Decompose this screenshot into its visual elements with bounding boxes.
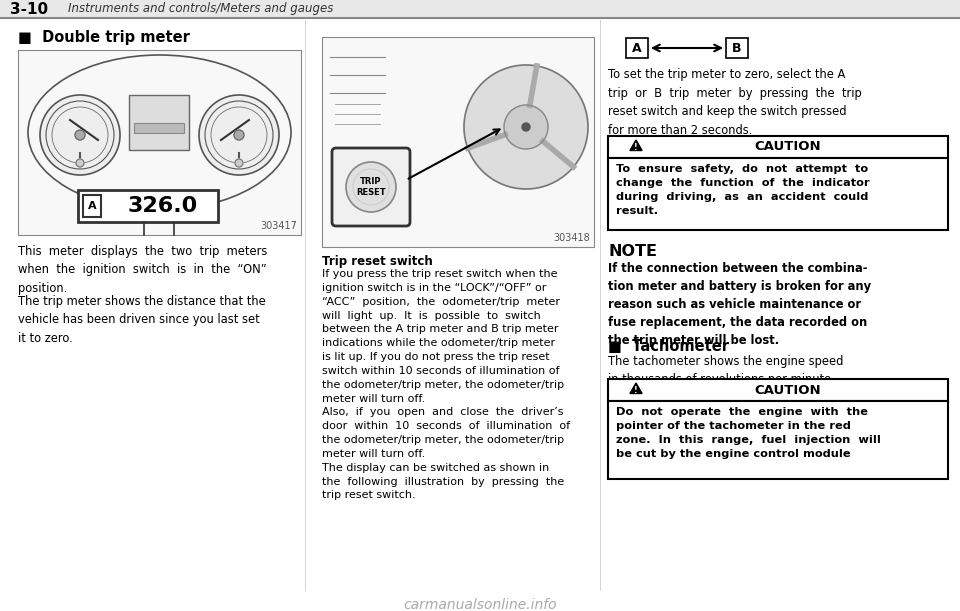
Circle shape: [522, 123, 530, 131]
Text: NOTE: NOTE: [608, 244, 657, 259]
Text: CAUTION: CAUTION: [755, 384, 822, 397]
Circle shape: [346, 162, 396, 212]
Bar: [608, 158, 948, 230]
Text: 326.0: 326.0: [128, 196, 198, 216]
Bar: [134, 123, 184, 133]
Circle shape: [504, 105, 548, 149]
Bar: [83, 195, 101, 217]
Text: To  ensure  safety,  do  not  attempt  to
change  the  function  of  the  indica: To ensure safety, do not attempt to chan…: [616, 164, 870, 216]
Text: A: A: [87, 201, 96, 211]
Text: If the connection between the combina-
tion meter and battery is broken for any
: If the connection between the combina- t…: [608, 262, 871, 347]
Bar: [608, 379, 948, 401]
Circle shape: [235, 159, 243, 167]
Text: TRIP
RESET: TRIP RESET: [356, 177, 386, 197]
Bar: [608, 401, 948, 479]
Circle shape: [40, 95, 120, 175]
FancyBboxPatch shape: [332, 148, 410, 226]
Text: This  meter  displays  the  two  trip  meters
when  the  ignition  switch  is  i: This meter displays the two trip meters …: [18, 245, 268, 295]
Bar: [0, 0, 960, 18]
Bar: [322, 37, 594, 247]
Text: Instruments and controls/Meters and gauges: Instruments and controls/Meters and gaug…: [68, 2, 333, 15]
Text: If you press the trip reset switch when the
ignition switch is in the “LOCK”/“OF: If you press the trip reset switch when …: [322, 269, 570, 500]
Bar: [78, 190, 218, 222]
Polygon shape: [630, 140, 642, 150]
Text: 303417: 303417: [260, 221, 297, 231]
Circle shape: [464, 65, 588, 189]
Text: The tachometer shows the engine speed
in thousands of revolutions per minute.: The tachometer shows the engine speed in…: [608, 355, 844, 387]
Circle shape: [76, 159, 84, 167]
Text: CAUTION: CAUTION: [755, 141, 822, 153]
Text: Trip reset switch: Trip reset switch: [322, 255, 433, 268]
Text: A: A: [633, 42, 642, 54]
Text: Do  not  operate  the  engine  with  the
pointer of the tachometer in the red
zo: Do not operate the engine with the point…: [616, 407, 881, 459]
Bar: [726, 38, 748, 58]
Text: 303418: 303418: [553, 233, 590, 243]
Text: !: !: [635, 143, 637, 152]
Text: carmanualsonline.info: carmanualsonline.info: [403, 598, 557, 611]
Circle shape: [75, 130, 85, 140]
Circle shape: [234, 130, 244, 140]
Bar: [608, 136, 948, 158]
Text: B: B: [732, 42, 742, 54]
Text: ■  Double trip meter: ■ Double trip meter: [18, 30, 190, 45]
Polygon shape: [630, 383, 642, 393]
Text: !: !: [635, 386, 637, 395]
Circle shape: [199, 95, 279, 175]
Text: The trip meter shows the distance that the
vehicle has been driven since you las: The trip meter shows the distance that t…: [18, 295, 266, 345]
Bar: [129, 95, 189, 150]
Bar: [626, 38, 648, 58]
Bar: [18, 50, 301, 235]
Text: 3-10: 3-10: [10, 2, 48, 17]
Text: ■  Tachometer: ■ Tachometer: [608, 339, 729, 354]
Text: To set the trip meter to zero, select the A
trip  or  B  trip  meter  by  pressi: To set the trip meter to zero, select th…: [608, 68, 862, 136]
